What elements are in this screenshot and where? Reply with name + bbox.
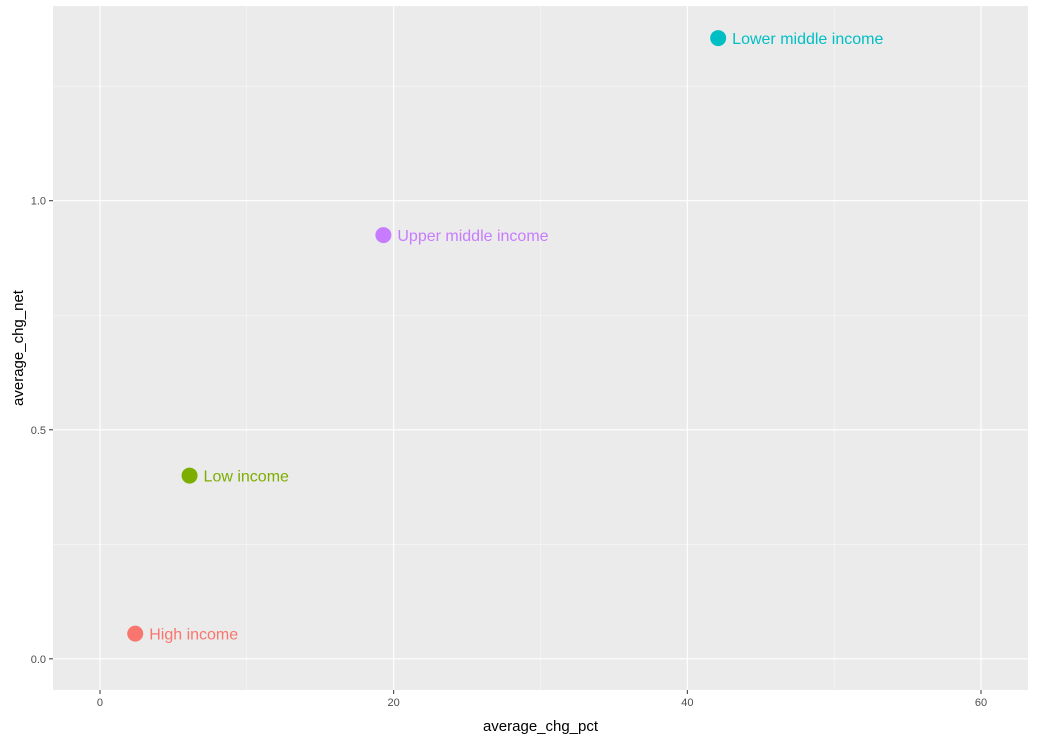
data-point-label: Upper middle income (397, 228, 548, 245)
x-tick-label: 20 (388, 697, 400, 709)
y-tick-label: 0.5 (31, 425, 46, 437)
data-point-label: High income (149, 627, 238, 644)
x-axis-title: average_chg_pct (483, 718, 599, 735)
data-point (181, 467, 198, 484)
x-tick-label: 40 (681, 697, 693, 709)
minor-gridlines (53, 6, 1028, 690)
x-axis: 0 20 40 60 (97, 690, 987, 709)
x-tick-label: 60 (975, 697, 987, 709)
data-point-label: Lower middle income (732, 31, 883, 48)
data-point (375, 227, 392, 244)
y-tick-label: 0.0 (31, 654, 46, 666)
major-gridlines (53, 6, 1028, 690)
x-tick-label: 0 (97, 697, 103, 709)
data-point-label: Low income (204, 469, 289, 486)
y-tick-label: 1.0 (31, 196, 46, 208)
y-axis-title: average_chg_net (10, 289, 27, 406)
data-point (127, 625, 144, 642)
point-labels: High income Low income Upper middle income… (149, 31, 883, 644)
data-points (127, 30, 727, 642)
data-point (710, 30, 727, 47)
y-axis: 0.0 0.5 1.0 (31, 196, 53, 666)
